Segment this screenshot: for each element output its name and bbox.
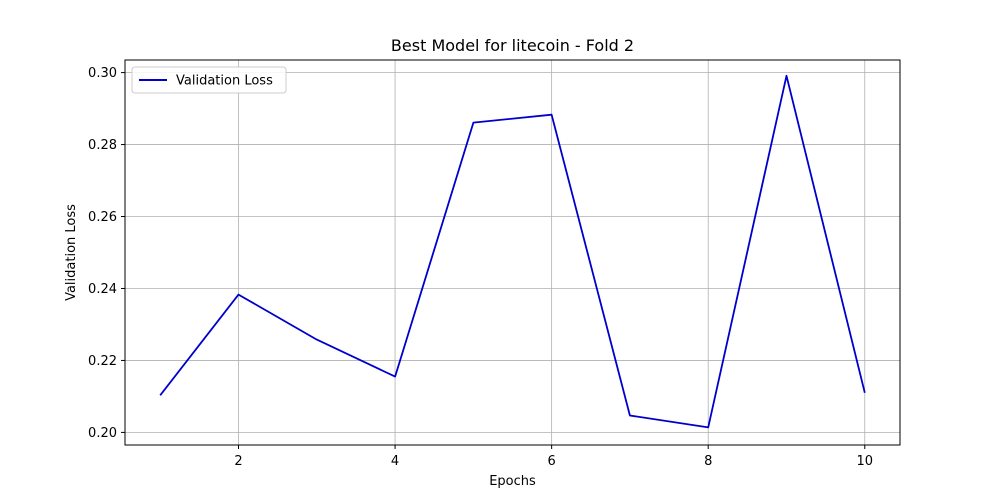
legend-box <box>131 66 287 94</box>
chart-title: Best Model for litecoin - Fold 2 <box>391 36 634 55</box>
x-axis-label: Epochs <box>489 474 536 489</box>
y-axis-label: Validation Loss <box>64 204 79 301</box>
y-tick-label: 0.28 <box>88 138 117 153</box>
series-layer <box>159 74 866 429</box>
y-tick-label: 0.20 <box>88 426 117 441</box>
legend-label: Validation Loss <box>176 74 273 89</box>
y-tick-label: 0.30 <box>88 66 117 81</box>
x-tick-label: 10 <box>856 454 873 469</box>
x-tick-label: 6 <box>548 454 556 469</box>
plot-frame <box>124 59 901 446</box>
x-tick-label: 8 <box>704 454 712 469</box>
legend: Validation Loss <box>131 66 287 94</box>
x-axis-ticks: 2 4 6 8 10 <box>234 445 873 469</box>
series-line <box>159 74 866 429</box>
y-tick-label: 0.26 <box>88 210 117 225</box>
y-axis-ticks: 0.20 0.22 0.24 0.26 0.28 0.30 <box>88 66 125 441</box>
y-tick-label: 0.24 <box>88 282 117 297</box>
x-tick-label: 4 <box>391 454 399 469</box>
x-tick-label: 2 <box>234 454 242 469</box>
y-tick-label: 0.22 <box>88 354 117 369</box>
